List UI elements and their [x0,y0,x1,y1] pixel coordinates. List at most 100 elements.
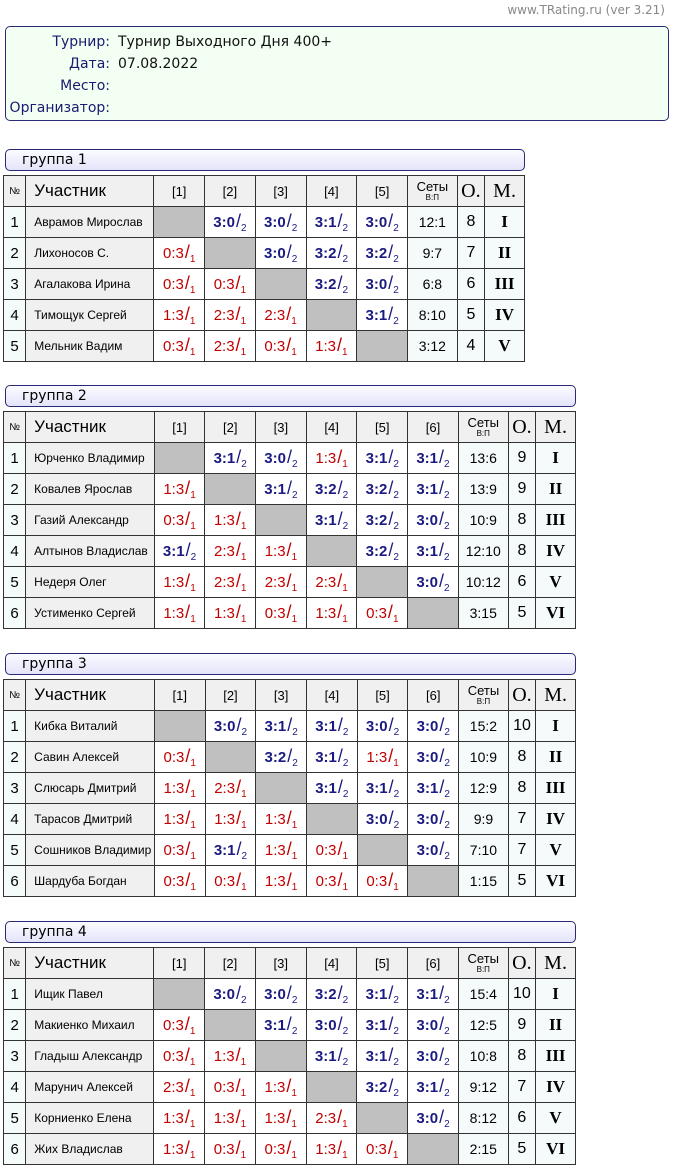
score-slash: / [337,210,343,231]
place: I [535,710,576,742]
score-value: 3:2 [264,748,287,766]
diagonal-cell [356,330,408,362]
match-score: 0:3/1 [153,504,206,536]
col-sets: Сеты В:П [457,947,509,979]
score-value: 3:1 [416,779,439,797]
score-value: 3:1 [314,511,337,529]
score-slash: / [439,1106,445,1127]
participant-name: Сошников Владимир [25,834,155,866]
score-slash: / [236,838,242,859]
points-total: 7 [507,1071,537,1103]
match-score: 3:1/2 [306,741,358,773]
match-score: 2:3/1 [254,299,307,331]
score-value: 3:0 [213,213,235,231]
match-score: 0:3/1 [204,1133,256,1165]
participant-name: Юрченко Владимир [25,442,155,474]
col-opponent: [6] [407,679,460,711]
match-score: 3:0/2 [356,206,408,238]
score-value: 3:1 [416,542,439,560]
match-points: 2 [342,1056,349,1068]
participant-name: Газий Александр [25,504,155,536]
col-opponent: [4] [306,679,358,711]
col-points: О. [507,411,537,443]
match-score: 2:3/1 [204,330,256,362]
match-score: 1:3/1 [204,803,257,835]
col-sets: Сеты В:П [457,411,509,443]
match-score: 0:3/1 [356,865,409,897]
col-place: М. [535,947,576,979]
score-value: 0:3 [366,1140,387,1158]
col-num: № [2,947,27,979]
match-score: 3:2/2 [255,741,307,773]
points-total: 4 [456,330,486,362]
col-opponent: [3] [255,411,307,443]
row-number: 4 [2,1071,27,1103]
match-score: 3:2/2 [356,473,409,505]
sets-label: Сеты [416,179,449,194]
score-slash: / [439,776,445,797]
table-row: 3 Газий Александр 0:3/1 1:3/1 3:1/2 3:2/2 3:0/… [2,504,576,536]
match-score: 3:1/2 [255,473,307,505]
match-points: 2 [444,458,450,470]
score-slash: / [287,714,293,735]
score-slash: / [439,477,445,498]
group-4: группа 4 № Участник [1] [2] [3] [4] [5] [6] Сеты В… [2,921,576,1165]
match-points: 2 [444,757,450,769]
match-score: 3:1/2 [356,442,409,474]
match-points: 2 [444,819,450,831]
match-score: 3:1/2 [305,504,358,536]
match-score: 3:0/2 [407,1040,459,1072]
match-score: 3:1/2 [356,1040,409,1072]
score-value: 0:3 [163,841,185,859]
match-points: 2 [393,551,399,563]
score-value: 2:3 [315,573,337,591]
score-slash: / [235,334,241,355]
match-points: 1 [393,757,399,769]
diagonal-cell [204,741,257,773]
col-opponent: [4] [305,411,358,443]
place: IV [535,1071,576,1103]
col-sets: Сеты В:П [458,679,509,711]
match-points: 1 [189,1025,196,1037]
score-value: 0:3 [213,275,235,293]
match-score: 2:3/1 [305,1102,358,1134]
score-value: 3:0 [264,985,286,1003]
score-value: 1:3 [163,604,185,622]
match-score: 2:3/1 [305,566,358,598]
score-slash: / [286,303,292,324]
match-points: 2 [342,726,349,738]
diagonal-cell [153,206,206,238]
score-value: 3:1 [264,1016,286,1034]
match-points: 1 [291,1118,297,1130]
participant-name: Кибка Виталий [25,710,155,742]
score-slash: / [439,1044,445,1065]
score-value: 1:3 [366,748,388,766]
score-value: 3:2 [365,1078,388,1096]
match-score: 3:2/2 [356,1071,409,1103]
score-value: 1:3 [163,1140,184,1158]
score-slash: / [286,838,292,859]
match-score: 3:2/2 [305,268,358,300]
score-value: 0:3 [163,872,185,890]
sets-total: 12:1 [406,206,458,238]
col-num: № [2,411,27,443]
col-opponent: [3] [255,679,307,711]
diagonal-cell [255,504,307,536]
diagonal-cell [255,772,307,804]
col-opponent: [1] [153,411,206,443]
match-score: 0:3/1 [204,1071,256,1103]
match-points: 1 [241,881,247,893]
match-points: 2 [444,551,450,563]
match-points: 2 [444,994,450,1006]
score-value: 3:2 [314,244,337,262]
match-points: 2 [291,994,298,1006]
place: I [535,442,576,474]
score-slash: / [184,1075,190,1096]
row-number: 3 [2,1040,27,1072]
diagonal-cell [204,1009,256,1041]
score-value: 3:1 [416,985,439,1003]
points-total: 5 [507,1133,537,1165]
match-points: 2 [444,1056,450,1068]
match-score: 3:1/2 [407,535,459,567]
score-slash: / [337,714,343,735]
